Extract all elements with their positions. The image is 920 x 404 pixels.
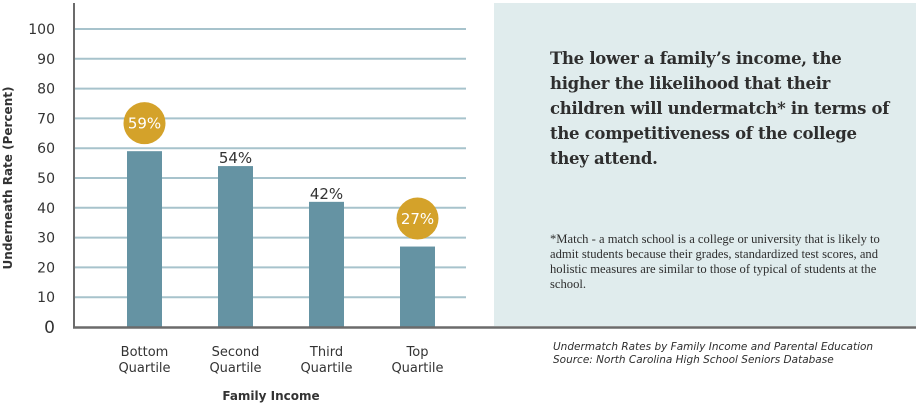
x-axis-title: Family Income xyxy=(222,389,319,403)
bars xyxy=(127,151,435,327)
y-tick-label: 40 xyxy=(37,201,55,217)
bar xyxy=(127,151,162,327)
panel-footnote: *Match - a match school is a college or … xyxy=(550,232,880,291)
caption-source: Source: North Carolina High School Senio… xyxy=(553,354,834,366)
x-category-label: Bottom xyxy=(121,345,169,360)
y-tick-label: 70 xyxy=(37,111,55,127)
x-category-label: Second xyxy=(212,345,260,360)
y-tick-label: 60 xyxy=(37,141,55,157)
x-category-label: Quartile xyxy=(391,361,443,376)
bar xyxy=(309,201,344,327)
x-category-label: Top xyxy=(406,345,429,360)
chart-caption: Undermatch Rates by Family Income and Pa… xyxy=(553,341,913,367)
y-tick-label: 90 xyxy=(37,52,55,68)
panel-headline: The lower a family’s income, the higher … xyxy=(550,49,890,168)
x-category-label: Third xyxy=(309,345,343,360)
data-label: 59% xyxy=(128,115,161,133)
data-label: 54% xyxy=(219,149,252,167)
x-category-label: Quartile xyxy=(209,361,261,376)
x-category-labels: BottomQuartileSecondQuartileThirdQuartil… xyxy=(118,345,443,376)
data-label: 27% xyxy=(401,210,434,228)
bar xyxy=(218,166,253,327)
takeaway-panel: The lower a family’s income, the higher … xyxy=(494,3,916,326)
x-category-label: Quartile xyxy=(118,361,170,376)
y-tick-label: 100 xyxy=(28,22,55,38)
x-category-label: Quartile xyxy=(300,361,352,376)
data-labels: 59% 54% 42% 27% xyxy=(123,102,439,240)
y-tick-labels: 0 10 20 30 40 50 60 70 80 90 100 xyxy=(28,22,55,338)
y-tick-label: 0 xyxy=(44,318,55,338)
highlight-circle xyxy=(123,102,166,145)
bar xyxy=(400,246,435,327)
caption-title: Undermatch Rates by Family Income and Pa… xyxy=(553,341,874,353)
highlight-circle xyxy=(396,197,439,240)
y-tick-label: 20 xyxy=(37,260,55,276)
y-axis-title: Underneath Rate (Percent) xyxy=(1,87,15,270)
y-tick-label: 10 xyxy=(37,290,55,306)
y-tick-label: 30 xyxy=(37,231,55,247)
y-tick-label: 80 xyxy=(37,82,55,98)
y-tick-label: 50 xyxy=(37,171,55,187)
data-label: 42% xyxy=(310,185,343,203)
